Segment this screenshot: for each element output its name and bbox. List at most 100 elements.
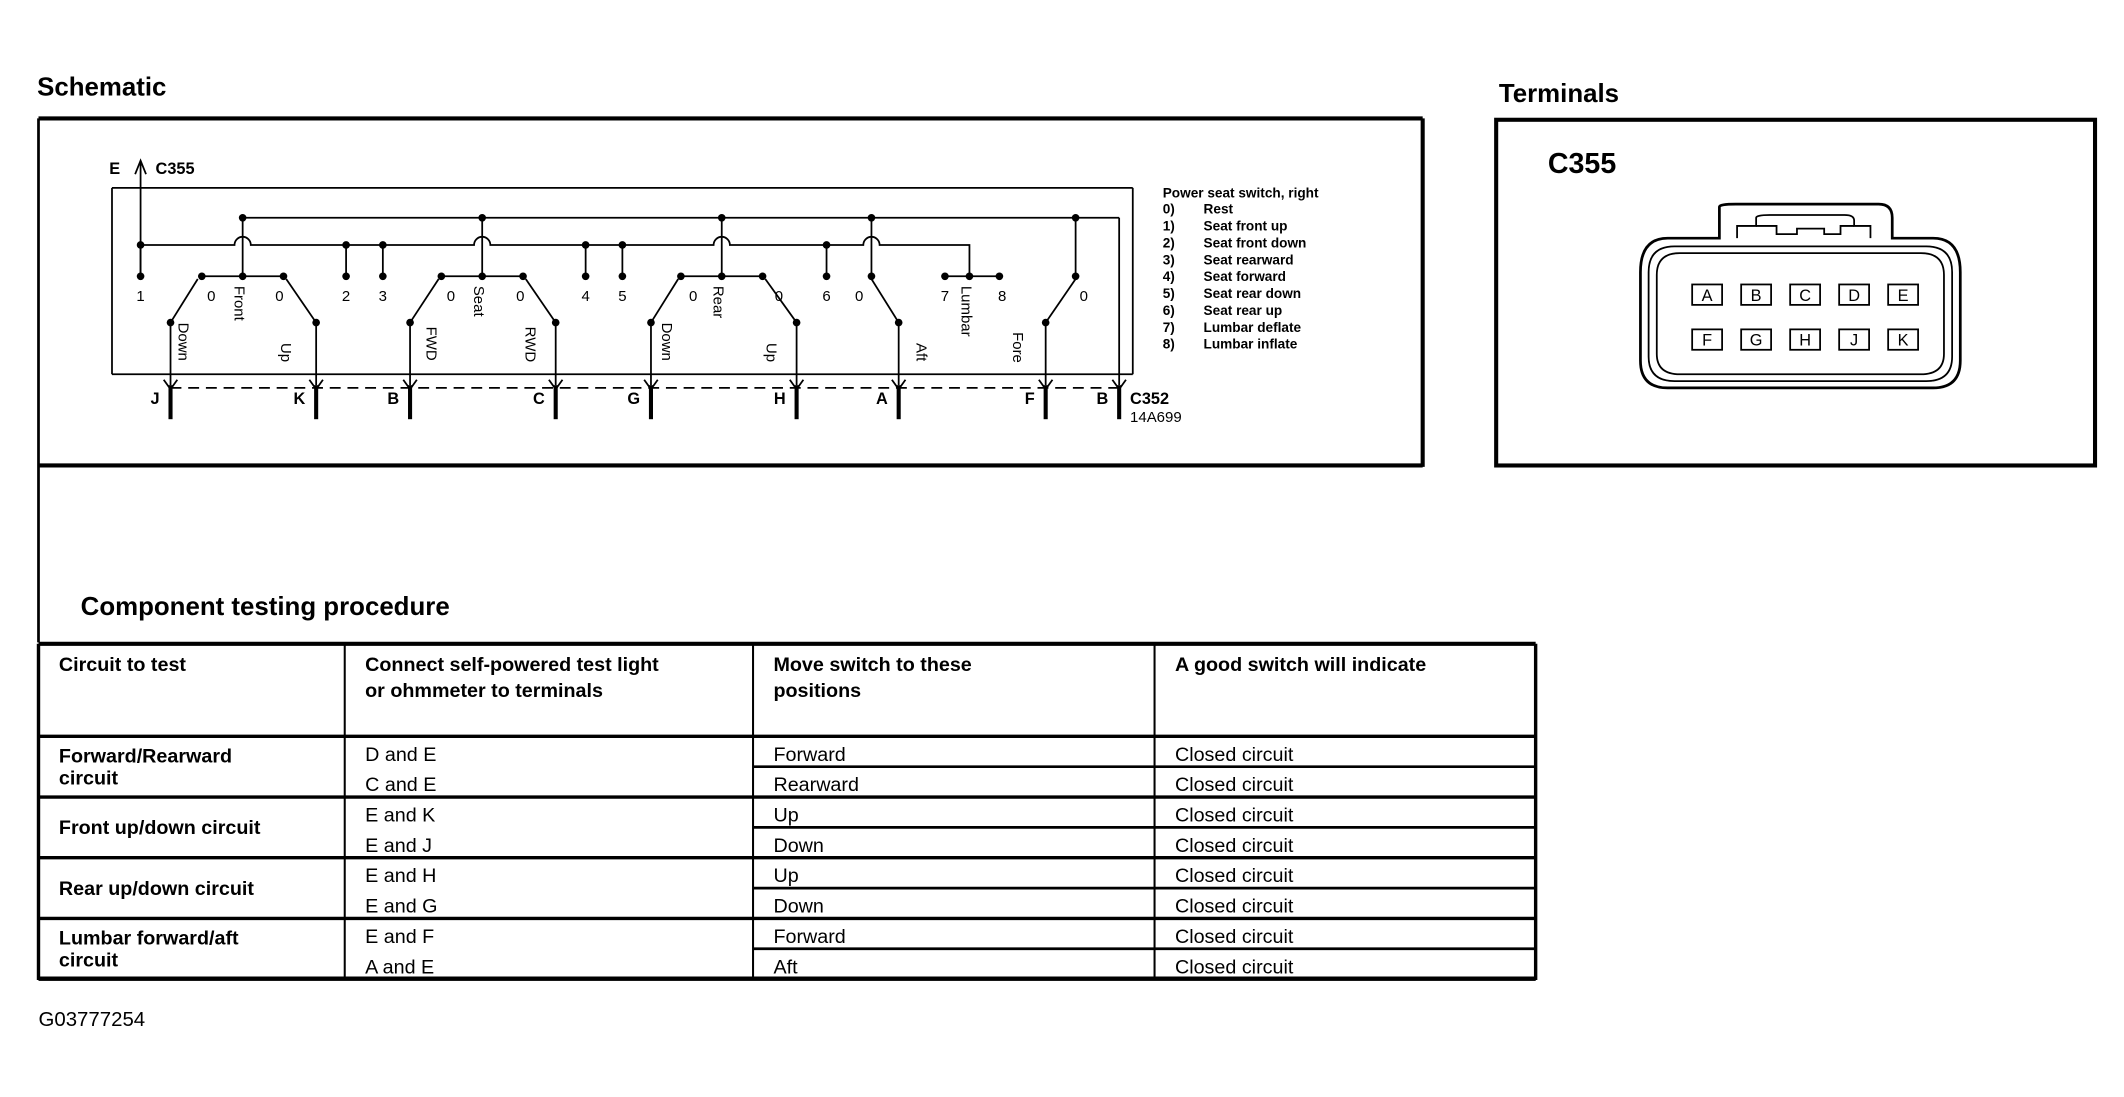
connector-arrow-icon [308,379,324,391]
legend-number: 8) [1163,337,1175,352]
table-cell: Closed circuit [1175,835,1294,857]
pin-box [1887,328,1919,351]
junction-dot [519,272,527,281]
contact-number: 7 [941,288,949,305]
bottom-connector-name: C352 [1130,390,1169,408]
column-header: Circuit to test [59,654,187,676]
connector-arrow-icon [1111,379,1127,391]
junction-dot [238,272,247,281]
junction-dot [717,272,726,281]
junction-dot [867,272,876,281]
column-header: or ohmmeter to terminals [365,680,603,702]
contact-number: 6 [822,288,830,305]
contact-number: 5 [618,288,626,305]
schematic-title: Schematic [37,73,166,101]
legend-text: Seat rearward [1204,252,1294,267]
legend-text: Seat front down [1204,235,1307,250]
position-label: Up [277,343,294,362]
wire [1044,278,1077,324]
wire [285,278,317,324]
table-cell: D and E [365,744,436,766]
switch-label: Rear [710,286,727,318]
terminal-label: B [1096,390,1108,408]
legend-text: Lumbar inflate [1204,337,1298,352]
junction-dot [279,272,288,281]
pin-box [1789,328,1821,351]
connector-arrow-icon [643,379,659,391]
switch-label: Seat [470,286,487,318]
column-header: A good switch will indicate [1175,654,1426,676]
legend-text: Seat forward [1204,269,1286,284]
top-connector-pin: E [109,160,120,178]
circuit-name: Rear up/down circuit [59,878,254,900]
terminal-label: F [1025,390,1035,408]
wire [870,278,900,324]
terminal-label: B [387,390,399,408]
legend-number: 5) [1163,286,1175,301]
position-label: FWD [422,327,439,361]
junction-dot [198,272,206,281]
junction-dot [136,272,145,281]
procedure-title: Component testing procedure [81,593,450,621]
arrow-up-icon [134,158,147,175]
procedure-table: Circuit to test Connect self-powered test… [36,641,1538,981]
legend-text: Lumbar deflate [1204,320,1302,335]
contact-number: 0 [1080,288,1088,305]
column-header: Move switch to these [773,654,971,676]
pin-box [1789,283,1821,306]
terminal-label: A [876,390,888,408]
column-header: positions [773,680,861,702]
junction-dot [437,272,446,281]
position-label: Down [658,323,675,361]
pin-label: E [1898,287,1909,305]
legend-number: 2) [1163,235,1175,250]
wire [650,278,679,324]
pin-label: F [1702,332,1712,350]
terminal-label: G [627,390,640,408]
contact-numbers: 1 0 0 2 3 0 0 4 5 0 0 6 0 7 8 0 [136,288,1088,305]
table-cell: Up [773,865,798,887]
pin-label: D [1848,287,1860,305]
circuit-name: Front up/down circuit [59,817,261,839]
contact-number: 3 [379,288,387,305]
table-cell: Rearward [773,774,858,796]
position-label: Up [763,343,780,362]
wire [409,278,440,324]
legend-number: 1) [1163,219,1175,234]
connector-name: C355 [1548,148,1616,180]
pin-label: B [1751,287,1762,305]
connector-arrow-icon [402,379,418,391]
connector-c355-outline [1639,202,1962,390]
circuit-name: Lumbar forward/aft [59,928,239,950]
legend-number: 7) [1163,320,1175,335]
table-cell: Closed circuit [1175,805,1294,827]
table-cell: Closed circuit [1175,744,1294,766]
pin-label: J [1850,332,1858,350]
pin-label: K [1898,332,1909,350]
contact-number: 4 [581,288,589,305]
terminal-label: J [151,390,160,408]
wire [764,278,798,324]
junction-dot [342,272,350,281]
contact-number: 2 [342,288,350,305]
position-label: Down [175,323,192,361]
column-header: Connect self-powered test light [365,654,659,676]
table-cell: Up [773,805,798,827]
terminal-label: C [533,390,545,408]
table-cell: Forward [773,744,845,766]
pin-box [1691,283,1723,306]
contact-number: 0 [516,288,524,305]
connector-arrow-icon [789,379,805,391]
table-cell: Closed circuit [1175,896,1294,918]
pin-label: C [1799,287,1811,305]
contact-number: 1 [136,288,144,305]
position-labels: Front Seat Rear Lumbar Down Up FWD RWD Down Up Aft… [175,286,1026,363]
switch-label: Lumbar [957,286,974,337]
pin-label: A [1702,287,1713,305]
circuit-name: Forward/Rearward [59,746,232,768]
contact-number: 0 [275,288,283,305]
table-cell: Down [773,896,823,918]
position-label: Fore [1009,332,1026,363]
